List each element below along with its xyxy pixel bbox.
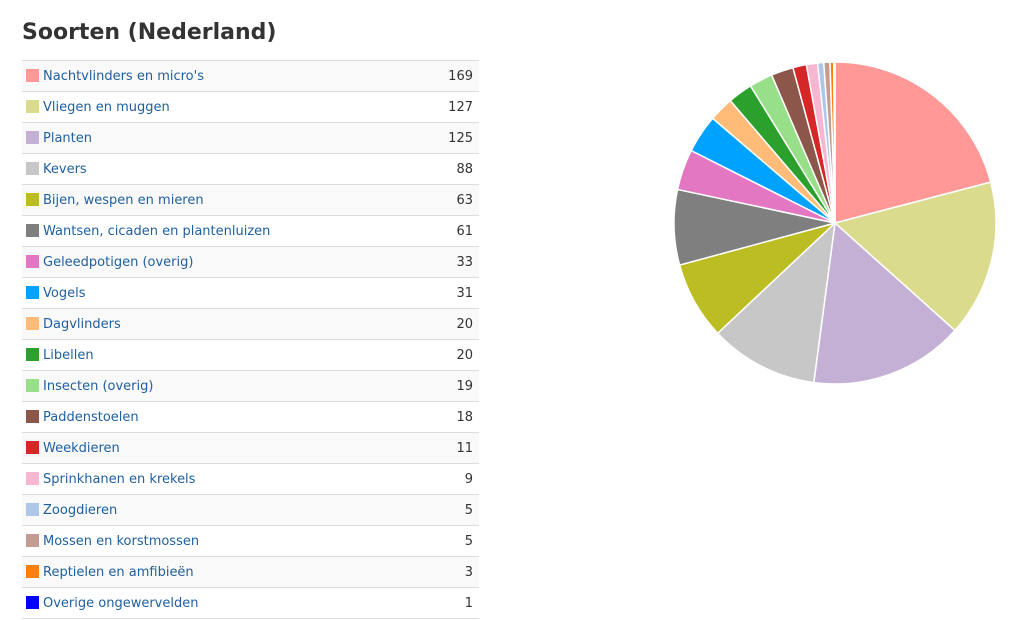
species-group-link[interactable]: Paddenstoelen [43,409,139,425]
species-group-link[interactable]: Vogels [43,285,86,301]
pie-slice[interactable] [812,221,956,385]
legend-swatch [26,99,39,113]
species-name-cell: Insecten (overig) [22,371,429,402]
species-name-cell: Weekdieren [22,433,429,464]
species-table: Nachtvlinders en micro's 169 Vliegen en mu… [22,60,479,619]
table-row: Weekdieren 11 [22,432,479,464]
species-count: 169 [448,68,473,84]
legend-swatch [26,192,39,206]
species-name-cell: Vliegen en muggen [22,92,429,123]
species-count: 20 [456,316,473,332]
species-count: 3 [464,564,473,580]
species-count: 125 [448,130,473,146]
pie-slice[interactable] [833,181,997,332]
species-name-cell: Mossen en korstmossen [22,526,429,557]
species-name-cell: Sprinkhanen en krekels [22,464,429,495]
species-count: 31 [456,285,473,301]
species-name-cell: Reptielen en amfibieën [22,557,429,588]
pie-slice[interactable] [834,61,992,224]
species-group-link[interactable]: Mossen en korstmossen [43,533,200,549]
table-row: Planten 125 [22,122,479,154]
table-row: Sprinkhanen en krekels 9 [22,464,479,495]
legend-swatch [26,68,39,82]
table-row: Reptielen en amfibieën 3 [22,556,479,588]
species-name-cell: Nachtvlinders en micro's [22,61,429,92]
species-count: 20 [456,347,473,363]
species-count: 63 [456,192,473,208]
table-row: Wantsen, cicaden en plantenluizen 61 [22,216,479,247]
species-name-cell: Paddenstoelen [22,402,429,433]
table-row: Vliegen en muggen 127 [22,92,479,123]
species-name-cell: Planten [22,123,429,154]
legend-swatch [26,223,39,237]
species-count: 5 [464,533,473,549]
species-group-link[interactable]: Kevers [43,161,87,177]
species-group-link[interactable]: Geleedpotigen (overig) [43,254,194,270]
legend-swatch [26,471,39,485]
species-name-cell: Bijen, wespen en mieren [22,185,429,216]
species-group-link[interactable]: Planten [43,130,92,146]
species-rows: Nachtvlinders en micro's 169 Vliegen en mu… [22,60,479,619]
species-group-link[interactable]: Dagvlinders [43,316,121,332]
species-group-link[interactable]: Nachtvlinders en micro's [43,68,204,84]
legend-swatch [26,502,39,516]
species-group-link[interactable]: Zoogdieren [43,502,118,518]
species-name-cell: Zoogdieren [22,495,429,526]
table-row: Vogels 31 [22,278,479,309]
legend-swatch [26,564,39,578]
legend-swatch [26,316,39,330]
legend-swatch [26,254,39,268]
legend-swatch [26,378,39,392]
species-pie-chart [673,61,997,385]
species-count: 127 [448,99,473,115]
species-group-link[interactable]: Weekdieren [43,440,120,456]
species-group-link[interactable]: Bijen, wespen en mieren [43,192,204,208]
species-group-link[interactable]: Libellen [43,347,94,363]
species-count: 9 [464,471,473,487]
species-name-cell: Dagvlinders [22,309,429,340]
species-name-cell: Geleedpotigen (overig) [22,247,429,278]
legend-swatch [26,533,39,547]
legend-swatch [26,130,39,144]
legend-swatch [26,440,39,454]
species-group-link[interactable]: Insecten (overig) [43,378,154,394]
legend-swatch [26,161,39,175]
table-row: Kevers 88 [22,154,479,185]
pie-slice[interactable] [716,221,837,384]
legend-swatch [26,285,39,299]
table-row: Paddenstoelen 18 [22,402,479,433]
species-count: 18 [456,409,473,425]
legend-swatch [26,595,39,609]
table-row: Nachtvlinders en micro's 169 [22,60,479,92]
species-count: 33 [456,254,473,270]
legend-swatch [26,409,39,423]
species-count: 88 [456,161,473,177]
pie-slice[interactable] [832,61,836,224]
species-count: 11 [456,440,473,456]
species-group-link[interactable]: Reptielen en amfibieën [43,564,194,580]
table-row: Bijen, wespen en mieren 63 [22,184,479,216]
table-row: Insecten (overig) 19 [22,370,479,402]
species-name-cell: Vogels [22,278,429,309]
table-row: Geleedpotigen (overig) 33 [22,246,479,278]
species-group-link[interactable]: Sprinkhanen en krekels [43,471,196,487]
table-row: Libellen 20 [22,340,479,371]
species-count: 61 [456,223,473,239]
species-name-cell: Libellen [22,340,429,371]
species-count: 1 [464,595,473,611]
species-name-cell: Overige ongewervelden [22,588,429,619]
table-row: Zoogdieren 5 [22,494,479,526]
species-count: 5 [464,502,473,518]
species-count: 19 [456,378,473,394]
table-row: Mossen en korstmossen 5 [22,526,479,557]
species-group-link[interactable]: Wantsen, cicaden en plantenluizen [43,223,271,239]
legend-swatch [26,347,39,361]
species-name-cell: Kevers [22,154,429,185]
species-name-cell: Wantsen, cicaden en plantenluizen [22,216,429,247]
table-row: Dagvlinders 20 [22,308,479,340]
species-group-link[interactable]: Overige ongewervelden [43,595,199,611]
page-title: Soorten (Nederland) [22,20,277,45]
species-group-link[interactable]: Vliegen en muggen [43,99,170,115]
table-row: Overige ongewervelden 1 [22,588,479,619]
